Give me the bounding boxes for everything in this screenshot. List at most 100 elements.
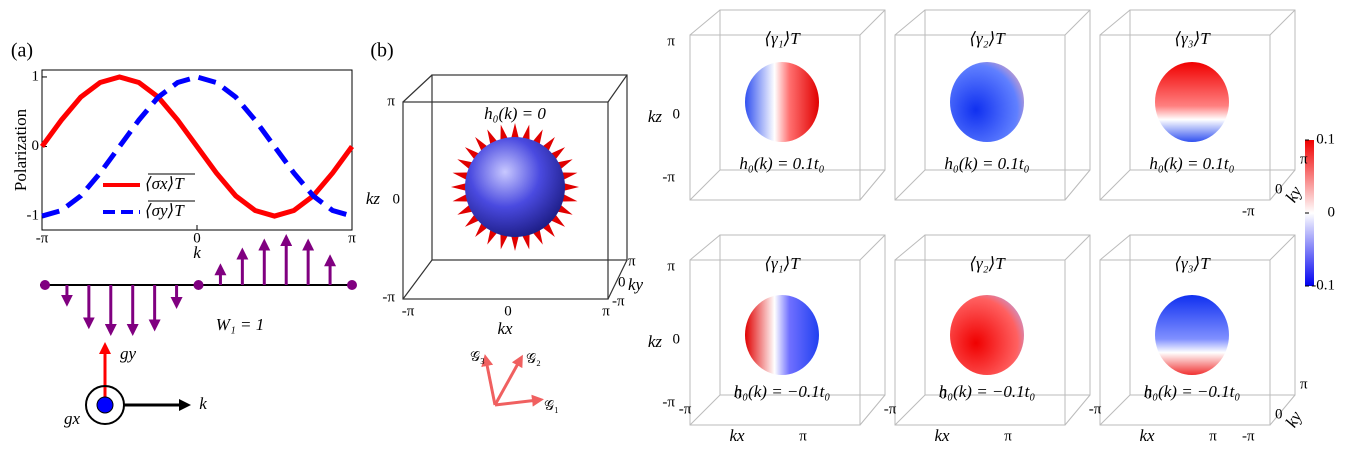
kz-tick: 0 (393, 191, 401, 207)
kz-tick: 0 (673, 331, 681, 347)
cube-3d (689, 234, 886, 426)
cube-edge (689, 234, 721, 261)
cube-edge (1269, 9, 1296, 36)
cube-3d (1099, 9, 1296, 201)
cube-edge (894, 234, 926, 261)
cube-edge (1129, 9, 1296, 171)
cube (402, 74, 628, 300)
ky-tick: 0 (1275, 181, 1283, 197)
cube-edge (894, 259, 1066, 426)
kx-label: kx (729, 426, 745, 445)
panel-title: ⟨γ₃⟩T (1174, 29, 1211, 48)
ky-tick: -π (612, 293, 625, 309)
sphere (745, 295, 819, 375)
panel-title: ⟨γ₁⟩T (764, 254, 801, 273)
cube-edge (1064, 234, 1091, 261)
panel-title: ⟨γ₂⟩T (969, 254, 1006, 273)
sphere (465, 137, 565, 237)
panel-subtitle: h₀(k) = 0.1t₀ (739, 154, 824, 173)
cube-edge (924, 234, 1091, 396)
kx-tick: -π (679, 401, 692, 417)
y-axis-label: Polarization (11, 108, 30, 191)
legend-label: ⟨σy⟩T (145, 201, 185, 220)
kz-tick: -π (662, 394, 675, 410)
cube-edge (1099, 169, 1131, 201)
sphere (950, 62, 1024, 142)
cube-edge (859, 394, 886, 426)
ky-tick: π (628, 253, 636, 269)
kx-tick: π (602, 303, 610, 319)
kz-label: kz (648, 107, 663, 126)
ky-tick: π (1300, 376, 1308, 392)
kz-tick: π (667, 33, 675, 49)
y-tick-label: 0 (32, 138, 40, 154)
series-line (39, 74, 355, 219)
cube-edge (689, 394, 721, 426)
kz-tick: π (387, 93, 395, 109)
kz-tick: 0 (673, 106, 681, 122)
cube-edge (1099, 259, 1271, 426)
kz-tick: -π (382, 289, 395, 305)
kx-tick: 0 (734, 386, 742, 402)
cube-edge (1099, 394, 1131, 426)
kx-tick: π (799, 428, 807, 444)
cube-3d (894, 234, 1091, 426)
cube-edge (1064, 394, 1091, 426)
gx-label: gx (64, 409, 81, 428)
panel-title: ⟨γ₂⟩T (969, 29, 1006, 48)
cube-edge (1269, 394, 1296, 426)
panel-title: ⟨γ₃⟩T (1174, 254, 1211, 273)
cube-3d (689, 9, 886, 201)
sphere (1155, 62, 1229, 142)
x-tick-label: 0 (193, 230, 201, 246)
kx-label: kx (934, 426, 950, 445)
ky-tick: 0 (618, 274, 626, 290)
cube-edge (894, 394, 926, 426)
kx-tick: 0 (939, 386, 947, 402)
cube-3d (1099, 234, 1296, 426)
panel-subtitle: h₀(k) = −0.1t₀ (734, 382, 831, 401)
cube-edge (689, 259, 861, 426)
cube-edge (894, 9, 926, 36)
winding-label: W₁ = 1 (216, 315, 265, 334)
colorbar-tick-label: -0.1 (1311, 277, 1335, 293)
ky-label: ky (1282, 183, 1306, 206)
panel-label: (b) (370, 40, 393, 62)
panel-label: (a) (11, 40, 33, 62)
sphere (1155, 295, 1229, 375)
kx-tick: -π (884, 401, 897, 417)
generator-label: 𝒢₃ (470, 350, 485, 365)
x-axis-label: k (193, 243, 201, 262)
cube-edge (859, 234, 886, 261)
panel-subtitle: h₀(k) = 0.1t₀ (944, 154, 1029, 173)
ky-tick: -π (1242, 428, 1255, 444)
colorbar (1305, 140, 1314, 286)
y-tick-label: 1 (32, 68, 40, 84)
kz-label: kz (366, 189, 381, 208)
y-tick-label: -1 (27, 208, 40, 224)
generator-label: 𝒢₁ (544, 399, 559, 414)
cube-edge (1064, 9, 1091, 36)
cube-edge (894, 34, 1066, 201)
cube-edge (1269, 169, 1296, 201)
cube-edge (1129, 234, 1296, 396)
panel-subtitle: h₀(k) = −0.1t₀ (1144, 382, 1241, 401)
kx-tick: -π (402, 303, 415, 319)
cube-3d (894, 9, 1091, 201)
cube-edge (719, 234, 886, 396)
kx-tick: -π (1089, 401, 1102, 417)
legend-label: ⟨σx⟩T (145, 174, 185, 193)
cube-edge (689, 9, 721, 36)
ky-tick: -π (1242, 203, 1255, 219)
gx-dot (96, 396, 114, 414)
winding-dot (40, 280, 50, 290)
cube-edge (689, 34, 861, 201)
panel-subtitle: h₀(k) = −0.1t₀ (939, 382, 1036, 401)
cube-edge (719, 9, 886, 171)
cube-edge (859, 9, 886, 36)
kz-tick: π (667, 258, 675, 274)
colorbar-tick-label: 0.1 (1316, 131, 1335, 147)
panel-subtitle: h₀(k) = 0.1t₀ (1149, 154, 1234, 173)
winding-dot (193, 280, 204, 290)
